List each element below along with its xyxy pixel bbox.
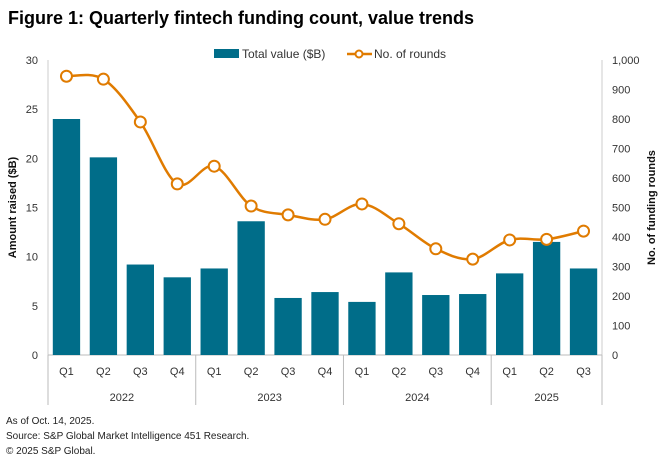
bar: [163, 277, 191, 355]
rounds-point: [503, 233, 517, 247]
legend-bar-label: Total value ($B): [242, 47, 325, 61]
rounds-point: [59, 69, 73, 83]
y2-tick-label: 100: [612, 321, 630, 333]
x-tick-label: Q4: [465, 366, 480, 378]
x-tick-label: Q2: [244, 366, 259, 378]
x-tick-label: Q4: [318, 366, 333, 378]
rounds-point: [170, 177, 184, 191]
bar: [237, 221, 265, 355]
y-tick-label: 25: [26, 104, 38, 116]
bar: [89, 157, 118, 355]
x-tick-label: Q2: [392, 366, 407, 378]
bar: [311, 292, 339, 355]
y2-tick-label: 600: [612, 173, 630, 185]
rounds-line: [66, 73, 584, 261]
x-tick-label: Q3: [576, 366, 591, 378]
year-label: 2023: [257, 392, 281, 404]
legend-bar-swatch: [214, 49, 239, 58]
y-tick-label: 0: [32, 350, 38, 362]
y2-tick-label: 1,000: [612, 55, 640, 67]
legend-line-label: No. of rounds: [374, 47, 446, 61]
y2-tick-label: 500: [612, 203, 630, 215]
y-axis-title: Amount raised ($B): [7, 156, 19, 258]
y2-tick-label: 0: [612, 350, 618, 362]
chart: 0510152025300100200300400500600700800900…: [7, 47, 658, 405]
y-tick-label: 20: [26, 153, 38, 165]
y2-tick-label: 400: [612, 232, 630, 244]
y2-tick-label: 200: [612, 291, 630, 303]
rounds-point: [392, 217, 406, 231]
year-label: 2025: [534, 392, 558, 404]
bar: [52, 119, 81, 355]
rounds-point: [355, 197, 369, 211]
x-tick-label: Q1: [502, 366, 517, 378]
rounds-point: [133, 115, 147, 129]
y2-tick-label: 800: [612, 114, 630, 126]
rounds-point: [540, 232, 554, 246]
rounds-point: [577, 224, 591, 238]
rounds-point: [281, 208, 295, 222]
y-tick-label: 5: [32, 301, 38, 313]
x-tick-label: Q4: [170, 366, 185, 378]
rounds-point: [207, 159, 221, 173]
x-tick-label: Q2: [539, 366, 554, 378]
bar: [274, 297, 302, 355]
footnote-copyright: © 2025 S&P Global.: [6, 446, 96, 457]
bar: [348, 301, 376, 355]
bar: [569, 268, 598, 355]
x-tick-label: Q1: [207, 366, 222, 378]
bar: [385, 272, 413, 355]
bar: [459, 294, 487, 355]
y-tick-label: 15: [26, 203, 38, 215]
y2-axis-title: No. of funding rounds: [646, 150, 658, 265]
chart-title: Figure 1: Quarterly fintech funding coun…: [8, 8, 475, 28]
bar: [496, 273, 524, 355]
rounds-point: [318, 212, 332, 226]
x-tick-label: Q1: [59, 366, 74, 378]
x-tick-label: Q1: [355, 366, 370, 378]
bar: [422, 295, 450, 355]
y2-tick-label: 300: [612, 262, 630, 274]
y2-tick-label: 700: [612, 144, 630, 156]
rounds-point: [466, 252, 480, 266]
x-tick-label: Q3: [133, 366, 148, 378]
rounds-point: [429, 242, 443, 256]
x-tick-label: Q3: [428, 366, 443, 378]
footnote-source: Source: S&P Global Market Intelligence 4…: [6, 431, 250, 442]
bar: [532, 241, 561, 355]
year-label: 2024: [405, 392, 429, 404]
y2-tick-label: 900: [612, 85, 630, 97]
rounds-point: [96, 72, 110, 86]
footnote-date: As of Oct. 14, 2025.: [6, 416, 95, 427]
bar: [126, 264, 154, 355]
x-tick-label: Q2: [96, 366, 111, 378]
y-tick-label: 30: [26, 55, 38, 67]
bar: [200, 268, 228, 355]
x-tick-label: Q3: [281, 366, 296, 378]
legend-line-marker: [354, 49, 364, 59]
year-label: 2022: [110, 392, 134, 404]
y-tick-label: 10: [26, 252, 38, 264]
rounds-point: [244, 199, 258, 213]
